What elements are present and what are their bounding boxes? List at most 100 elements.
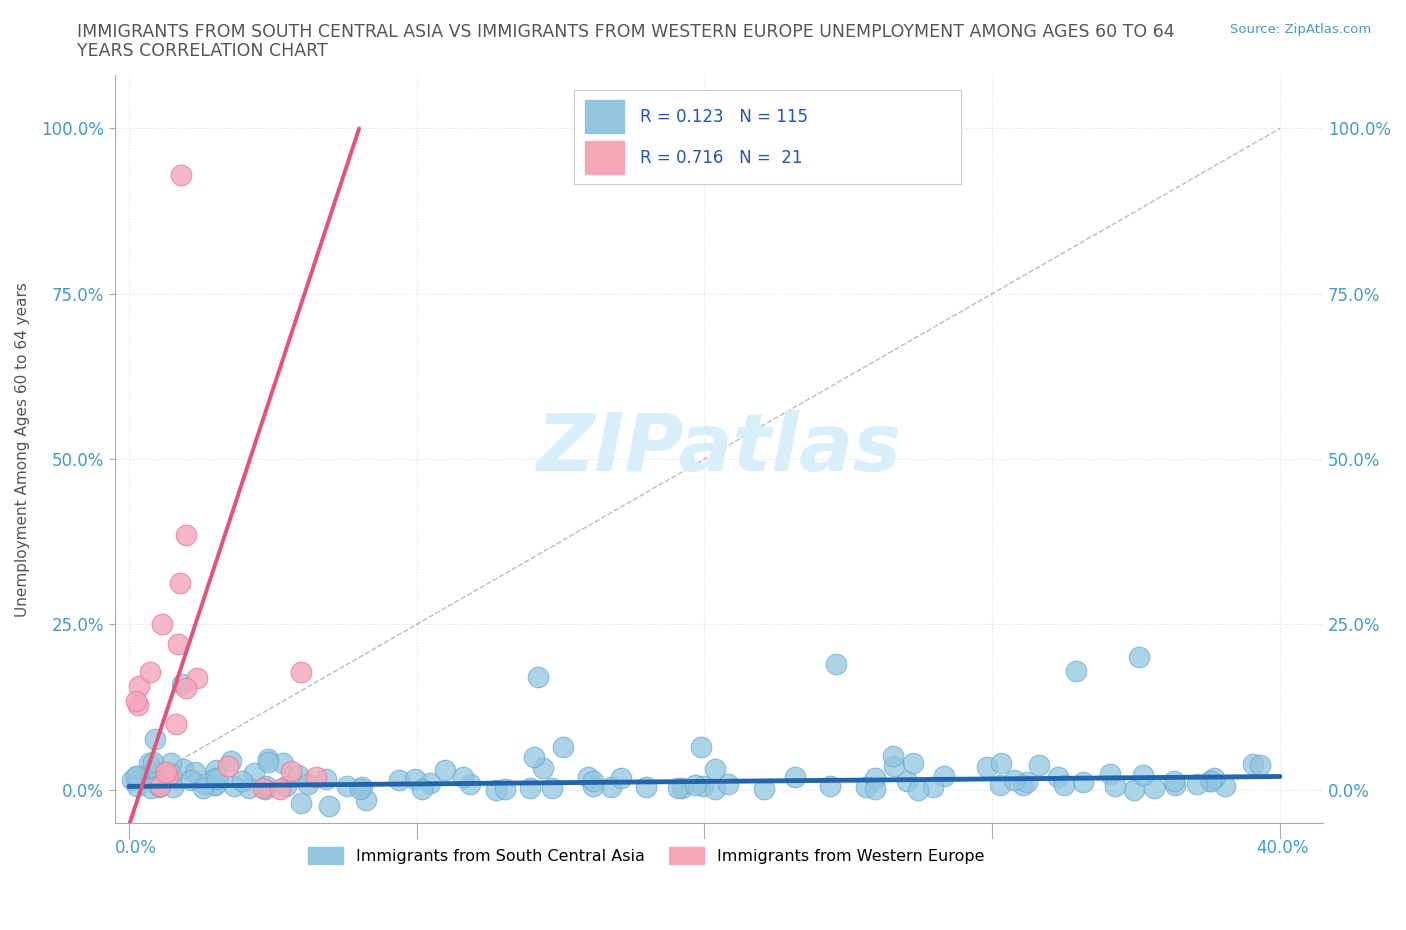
Point xyxy=(1199,774,1222,789)
Point xyxy=(217,758,239,773)
Point xyxy=(254,779,277,794)
Point xyxy=(167,637,190,652)
Point xyxy=(453,769,475,784)
Point xyxy=(170,676,193,691)
Point xyxy=(257,755,280,770)
Point xyxy=(142,755,165,770)
Text: 0.0%: 0.0% xyxy=(114,839,156,857)
Point xyxy=(404,772,426,787)
Point xyxy=(143,770,166,785)
Point xyxy=(157,769,180,784)
Y-axis label: Unemployment Among Ages 60 to 64 years: Unemployment Among Ages 60 to 64 years xyxy=(15,282,30,617)
Point xyxy=(1213,779,1236,794)
Point xyxy=(1241,756,1264,771)
Point xyxy=(155,764,177,779)
Point xyxy=(717,777,740,791)
Point xyxy=(231,773,253,788)
Point xyxy=(865,781,887,796)
Point xyxy=(1128,650,1150,665)
Point xyxy=(242,765,264,780)
Text: ZIPatlas: ZIPatlas xyxy=(536,410,901,488)
Point xyxy=(125,694,148,709)
Point xyxy=(527,670,550,684)
Legend: Immigrants from South Central Asia, Immigrants from Western Europe: Immigrants from South Central Asia, Immi… xyxy=(302,841,991,870)
Point xyxy=(818,778,841,793)
Point xyxy=(305,770,328,785)
Point xyxy=(352,779,374,794)
Point xyxy=(692,779,714,794)
Point xyxy=(1187,777,1209,791)
Point xyxy=(896,774,918,789)
Point xyxy=(433,763,456,777)
Point xyxy=(252,780,274,795)
Point xyxy=(990,755,1012,770)
Point xyxy=(523,750,546,764)
Point xyxy=(1104,779,1126,794)
Point xyxy=(882,749,904,764)
Point xyxy=(419,776,441,790)
Point xyxy=(143,732,166,747)
Point xyxy=(824,657,846,671)
Point xyxy=(162,780,184,795)
Point xyxy=(180,773,202,788)
Point xyxy=(519,780,541,795)
Point xyxy=(170,167,193,182)
Point xyxy=(257,751,280,766)
Point xyxy=(193,777,215,791)
Point xyxy=(287,767,309,782)
Point xyxy=(204,770,226,785)
Point xyxy=(485,782,508,797)
Point xyxy=(315,771,337,786)
Point xyxy=(1132,768,1154,783)
Point xyxy=(159,755,181,770)
Point xyxy=(1202,770,1225,785)
Point xyxy=(219,754,242,769)
Point xyxy=(254,781,277,796)
Point xyxy=(901,756,924,771)
Point xyxy=(1053,777,1076,792)
Point xyxy=(922,779,945,794)
Point xyxy=(855,779,877,794)
Point xyxy=(124,768,146,783)
Point xyxy=(183,764,205,779)
Point xyxy=(297,777,319,791)
Point xyxy=(907,782,929,797)
Point xyxy=(1249,757,1271,772)
Point xyxy=(1012,777,1035,792)
Text: Source: ZipAtlas.com: Source: ZipAtlas.com xyxy=(1230,23,1371,36)
Point xyxy=(1164,777,1187,792)
Point xyxy=(636,779,658,794)
Point xyxy=(172,762,194,777)
Point xyxy=(205,771,228,786)
Point xyxy=(1028,758,1050,773)
Point xyxy=(318,799,340,814)
Point xyxy=(138,755,160,770)
Point xyxy=(146,777,169,792)
Point xyxy=(704,782,727,797)
Point xyxy=(576,770,599,785)
Point xyxy=(336,778,359,793)
Point xyxy=(121,773,143,788)
Point xyxy=(224,778,246,793)
Point xyxy=(540,780,562,795)
Point xyxy=(703,762,725,777)
Text: IMMIGRANTS FROM SOUTH CENTRAL ASIA VS IMMIGRANTS FROM WESTERN EUROPE UNEMPLOYMEN: IMMIGRANTS FROM SOUTH CENTRAL ASIA VS IM… xyxy=(77,23,1175,41)
Point xyxy=(932,769,955,784)
Point xyxy=(1099,766,1122,781)
Point xyxy=(174,681,197,696)
Point xyxy=(139,665,162,680)
Point xyxy=(411,781,433,796)
Point xyxy=(160,767,183,782)
Point xyxy=(141,781,163,796)
Point xyxy=(883,759,905,774)
Point xyxy=(174,527,197,542)
Point xyxy=(191,781,214,796)
Point xyxy=(269,781,291,796)
Point xyxy=(204,777,226,792)
Point xyxy=(988,777,1011,792)
Point xyxy=(666,781,689,796)
Point xyxy=(149,778,172,793)
Point xyxy=(1163,774,1185,789)
Point xyxy=(388,773,411,788)
Point xyxy=(271,756,294,771)
